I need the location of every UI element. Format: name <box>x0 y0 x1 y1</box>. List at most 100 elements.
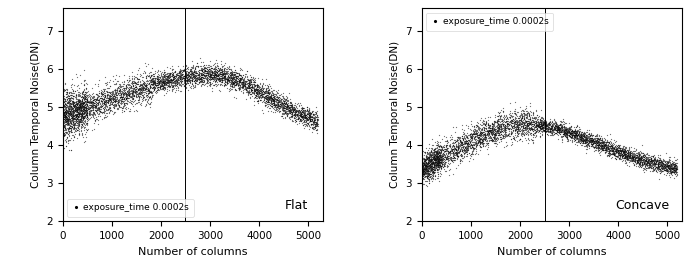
Point <box>134 98 145 102</box>
Point <box>100 100 111 104</box>
Point <box>180 79 191 83</box>
Point <box>616 150 627 154</box>
Point <box>476 139 487 144</box>
Point <box>571 133 583 138</box>
Point <box>441 157 452 161</box>
Point <box>62 111 73 115</box>
Point <box>81 121 93 126</box>
Point <box>225 75 236 79</box>
Point <box>73 120 84 124</box>
Point <box>617 153 628 158</box>
X-axis label: Number of columns: Number of columns <box>138 247 248 257</box>
Point <box>93 96 104 101</box>
Point <box>507 117 518 121</box>
Point <box>669 167 680 171</box>
Point <box>212 74 223 79</box>
Point <box>217 73 228 78</box>
Point <box>75 119 86 123</box>
Point <box>171 77 182 81</box>
Point <box>286 110 297 114</box>
Point <box>424 142 435 147</box>
Point <box>255 88 266 93</box>
Point <box>182 70 193 74</box>
Point <box>99 97 110 102</box>
Point <box>63 119 74 123</box>
Point <box>619 155 630 160</box>
Point <box>184 68 196 73</box>
Point <box>232 79 243 84</box>
Point <box>117 90 128 94</box>
Point <box>219 83 230 87</box>
Point <box>500 120 512 124</box>
Point <box>532 121 544 126</box>
Point <box>467 140 478 144</box>
Point <box>490 124 501 128</box>
Point <box>544 119 555 124</box>
Point <box>579 135 590 139</box>
Point <box>593 146 604 150</box>
Point <box>468 131 480 136</box>
Point <box>63 96 74 100</box>
Point <box>551 128 562 133</box>
Point <box>461 146 472 150</box>
Point <box>187 81 198 85</box>
Point <box>580 137 592 141</box>
Point <box>433 167 444 171</box>
Point <box>164 84 175 88</box>
Point <box>297 108 308 112</box>
Point <box>287 113 298 117</box>
Point <box>654 157 665 162</box>
Point <box>524 101 535 106</box>
Point <box>141 84 152 88</box>
Point <box>263 87 274 91</box>
Point <box>441 152 452 156</box>
Point <box>422 162 433 167</box>
Point <box>431 151 442 155</box>
Point <box>540 129 551 133</box>
Point <box>212 72 223 76</box>
Point <box>309 122 320 126</box>
Point <box>112 100 123 104</box>
Point <box>145 73 157 77</box>
Point <box>81 97 93 102</box>
Point <box>215 62 226 66</box>
Point <box>425 175 436 180</box>
Point <box>568 129 579 133</box>
Point <box>470 134 481 138</box>
Point <box>173 72 184 77</box>
Point <box>496 108 507 112</box>
Point <box>546 124 557 129</box>
Point <box>160 82 171 87</box>
Point <box>59 88 70 92</box>
Point <box>103 90 114 94</box>
Point <box>640 155 651 159</box>
Point <box>593 146 604 150</box>
Point <box>143 97 154 102</box>
Point <box>65 130 77 134</box>
Point <box>622 158 633 163</box>
Point <box>438 156 449 161</box>
Point <box>65 109 76 113</box>
Point <box>610 144 621 148</box>
Point <box>292 108 303 112</box>
Point <box>660 163 671 167</box>
Point <box>557 125 568 129</box>
Point <box>661 151 672 156</box>
Point <box>457 142 468 147</box>
Point <box>60 109 71 114</box>
Point <box>419 171 430 176</box>
Point <box>64 110 75 114</box>
Point <box>102 114 113 118</box>
Point <box>68 117 79 121</box>
Point <box>546 124 557 128</box>
Point <box>104 89 116 94</box>
Point <box>580 144 591 148</box>
Point <box>206 72 217 76</box>
Point <box>276 104 287 109</box>
Point <box>258 94 269 98</box>
Point <box>65 136 77 141</box>
Point <box>126 90 137 94</box>
Point <box>618 153 629 157</box>
Point <box>109 110 120 114</box>
Point <box>102 100 113 104</box>
